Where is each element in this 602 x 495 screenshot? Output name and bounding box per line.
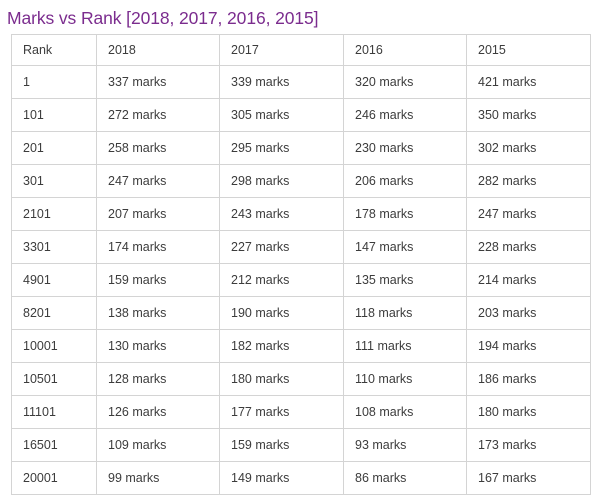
- marks-2017-cell: 339 marks: [219, 65, 344, 99]
- marks-2016-cell: 118 marks: [343, 296, 467, 330]
- marks-2015-cell: 282 marks: [466, 164, 591, 198]
- page: Marks vs Rank [2018, 2017, 2016, 2015] R…: [7, 8, 591, 495]
- marks-2015-cell: 228 marks: [466, 230, 591, 264]
- rank-cell: 11101: [11, 395, 97, 429]
- rank-cell: 20001: [11, 461, 97, 495]
- table-row: 301 247 marks 298 marks 206 marks 282 ma…: [11, 164, 591, 198]
- marks-2016-cell: 206 marks: [343, 164, 467, 198]
- marks-2016-cell: 230 marks: [343, 131, 467, 165]
- rank-cell: 1: [11, 65, 97, 99]
- marks-2018-cell: 207 marks: [96, 197, 220, 231]
- column-header-2017: 2017: [219, 34, 344, 66]
- marks-2016-cell: 108 marks: [343, 395, 467, 429]
- marks-2016-cell: 147 marks: [343, 230, 467, 264]
- marks-2018-cell: 109 marks: [96, 428, 220, 462]
- marks-2018-cell: 99 marks: [96, 461, 220, 495]
- marks-2018-cell: 337 marks: [96, 65, 220, 99]
- marks-2017-cell: 159 marks: [219, 428, 344, 462]
- marks-2018-cell: 174 marks: [96, 230, 220, 264]
- marks-2015-cell: 214 marks: [466, 263, 591, 297]
- table-body: 1 337 marks 339 marks 320 marks 421 mark…: [11, 65, 591, 495]
- marks-2015-cell: 194 marks: [466, 329, 591, 363]
- marks-2017-cell: 212 marks: [219, 263, 344, 297]
- rank-cell: 10001: [11, 329, 97, 363]
- marks-2015-cell: 203 marks: [466, 296, 591, 330]
- column-header-2018: 2018: [96, 34, 220, 66]
- marks-2018-cell: 258 marks: [96, 131, 220, 165]
- marks-2017-cell: 190 marks: [219, 296, 344, 330]
- marks-2016-cell: 246 marks: [343, 98, 467, 132]
- marks-2015-cell: 350 marks: [466, 98, 591, 132]
- rank-cell: 16501: [11, 428, 97, 462]
- marks-2018-cell: 159 marks: [96, 263, 220, 297]
- rank-cell: 201: [11, 131, 97, 165]
- marks-2015-cell: 302 marks: [466, 131, 591, 165]
- marks-2018-cell: 130 marks: [96, 329, 220, 363]
- marks-2017-cell: 180 marks: [219, 362, 344, 396]
- table-row: 8201 138 marks 190 marks 118 marks 203 m…: [11, 296, 591, 330]
- marks-2016-cell: 178 marks: [343, 197, 467, 231]
- marks-2017-cell: 177 marks: [219, 395, 344, 429]
- marks-vs-rank-table: Rank 2018 2017 2016 2015 1 337 marks 339…: [11, 34, 591, 495]
- marks-2016-cell: 93 marks: [343, 428, 467, 462]
- rank-cell: 101: [11, 98, 97, 132]
- page-title: Marks vs Rank [2018, 2017, 2016, 2015]: [7, 8, 319, 28]
- rank-cell: 2101: [11, 197, 97, 231]
- marks-2015-cell: 247 marks: [466, 197, 591, 231]
- marks-2018-cell: 126 marks: [96, 395, 220, 429]
- table-row: 11101 126 marks 177 marks 108 marks 180 …: [11, 395, 591, 429]
- table-row: 101 272 marks 305 marks 246 marks 350 ma…: [11, 98, 591, 132]
- marks-2015-cell: 180 marks: [466, 395, 591, 429]
- table-row: 2101 207 marks 243 marks 178 marks 247 m…: [11, 197, 591, 231]
- table-row: 10501 128 marks 180 marks 110 marks 186 …: [11, 362, 591, 396]
- column-header-2015: 2015: [466, 34, 591, 66]
- marks-2015-cell: 167 marks: [466, 461, 591, 495]
- rank-cell: 3301: [11, 230, 97, 264]
- column-header-rank: Rank: [11, 34, 97, 66]
- marks-2016-cell: 110 marks: [343, 362, 467, 396]
- rank-cell: 4901: [11, 263, 97, 297]
- marks-2016-cell: 86 marks: [343, 461, 467, 495]
- table-row: 1 337 marks 339 marks 320 marks 421 mark…: [11, 65, 591, 99]
- marks-2017-cell: 295 marks: [219, 131, 344, 165]
- marks-2016-cell: 135 marks: [343, 263, 467, 297]
- rank-cell: 301: [11, 164, 97, 198]
- marks-2017-cell: 227 marks: [219, 230, 344, 264]
- marks-2017-cell: 305 marks: [219, 98, 344, 132]
- marks-2017-cell: 298 marks: [219, 164, 344, 198]
- table-row: 20001 99 marks 149 marks 86 marks 167 ma…: [11, 461, 591, 495]
- marks-2015-cell: 186 marks: [466, 362, 591, 396]
- marks-2018-cell: 247 marks: [96, 164, 220, 198]
- table-row: 16501 109 marks 159 marks 93 marks 173 m…: [11, 428, 591, 462]
- table-row: 4901 159 marks 212 marks 135 marks 214 m…: [11, 263, 591, 297]
- marks-2018-cell: 272 marks: [96, 98, 220, 132]
- table-row: 201 258 marks 295 marks 230 marks 302 ma…: [11, 131, 591, 165]
- table-header-row: Rank 2018 2017 2016 2015: [11, 34, 591, 66]
- marks-2018-cell: 128 marks: [96, 362, 220, 396]
- marks-2017-cell: 149 marks: [219, 461, 344, 495]
- rank-cell: 8201: [11, 296, 97, 330]
- table-row: 10001 130 marks 182 marks 111 marks 194 …: [11, 329, 591, 363]
- marks-2015-cell: 421 marks: [466, 65, 591, 99]
- table-row: 3301 174 marks 227 marks 147 marks 228 m…: [11, 230, 591, 264]
- rank-cell: 10501: [11, 362, 97, 396]
- marks-2017-cell: 182 marks: [219, 329, 344, 363]
- marks-2016-cell: 320 marks: [343, 65, 467, 99]
- marks-2016-cell: 111 marks: [343, 329, 467, 363]
- marks-2015-cell: 173 marks: [466, 428, 591, 462]
- marks-2017-cell: 243 marks: [219, 197, 344, 231]
- marks-2018-cell: 138 marks: [96, 296, 220, 330]
- column-header-2016: 2016: [343, 34, 467, 66]
